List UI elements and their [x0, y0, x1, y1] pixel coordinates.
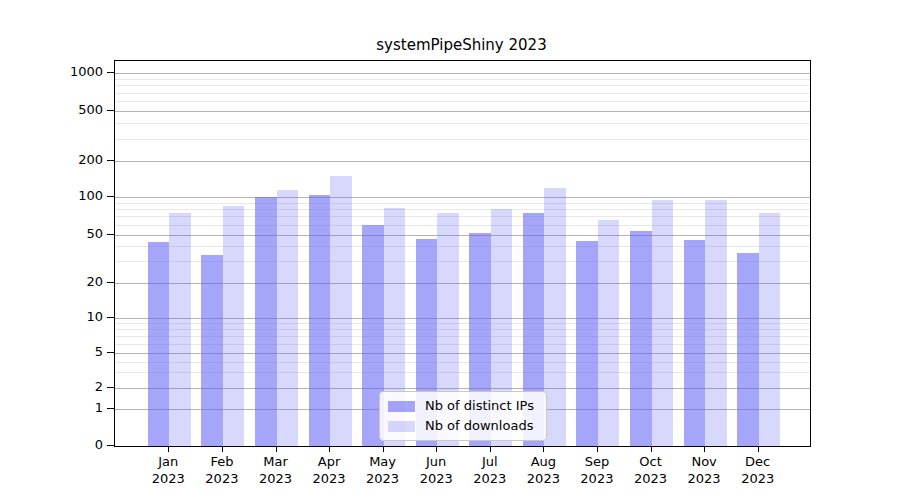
bar-distinct-ips-jan	[148, 242, 170, 446]
x-tick-mark-aug	[543, 446, 544, 452]
x-tick-label-jan: Jan 2023	[138, 453, 198, 487]
bar-distinct-ips-mar	[255, 197, 277, 446]
y-tick-mark-50	[107, 234, 114, 235]
bar-distinct-ips-nov	[684, 240, 706, 446]
x-tick-label-aug: Aug 2023	[513, 453, 573, 487]
y-tick-mark-200	[107, 160, 114, 161]
y-tick-label-200: 200	[33, 152, 103, 168]
x-tick-mark-jan	[168, 446, 169, 452]
y-tick-mark-500	[107, 110, 114, 111]
legend-item-distinct-ips: Nb of distinct IPs	[388, 398, 534, 414]
x-tick-label-sep: Sep 2023	[567, 453, 627, 487]
y-tick-label-100: 100	[33, 188, 103, 204]
y-tick-label-500: 500	[33, 102, 103, 118]
x-tick-mark-mar	[276, 446, 277, 452]
bar-downloads-apr	[330, 176, 352, 446]
y-tick-label-50: 50	[33, 226, 103, 242]
y-tick-label-10: 10	[33, 309, 103, 325]
bar-downloads-feb	[223, 206, 245, 446]
gridline-minor-700	[115, 93, 810, 94]
x-tick-mark-dec	[758, 446, 759, 452]
legend-label: Nb of distinct IPs	[425, 398, 534, 414]
bar-downloads-aug	[544, 188, 566, 447]
x-tick-label-nov: Nov 2023	[674, 453, 734, 487]
bar-downloads-jan	[169, 213, 191, 446]
bar-downloads-dec	[759, 213, 781, 446]
x-tick-label-mar: Mar 2023	[246, 453, 306, 487]
legend: Nb of distinct IPs Nb of downloads	[379, 391, 547, 441]
x-tick-label-may: May 2023	[353, 453, 413, 487]
y-tick-mark-1000	[107, 72, 114, 73]
y-tick-mark-100	[107, 196, 114, 197]
y-tick-mark-10	[107, 317, 114, 318]
legend-label: Nb of downloads	[425, 418, 533, 434]
x-tick-label-oct: Oct 2023	[621, 453, 681, 487]
y-tick-label-1000: 1000	[33, 64, 103, 80]
legend-swatch-icon	[388, 421, 415, 432]
gridline-major-100	[115, 197, 810, 198]
y-tick-label-5: 5	[33, 344, 103, 360]
y-tick-mark-0	[107, 445, 114, 446]
bar-distinct-ips-oct	[630, 231, 652, 446]
gridline-major-1000	[115, 73, 810, 74]
bar-downloads-mar	[277, 190, 299, 446]
x-tick-label-feb: Feb 2023	[192, 453, 252, 487]
x-tick-mark-jun	[436, 446, 437, 452]
legend-swatch-icon	[388, 401, 415, 412]
bar-distinct-ips-apr	[309, 195, 331, 447]
bar-distinct-ips-sep	[576, 241, 598, 446]
chart-figure: systemPipeShiny 2023 Nb of distinct IPsN…	[0, 0, 900, 500]
bar-distinct-ips-dec	[737, 253, 759, 446]
x-tick-mark-may	[383, 446, 384, 452]
gridline-minor-800	[115, 85, 810, 86]
gridline-minor-300	[115, 139, 810, 140]
y-tick-mark-5	[107, 352, 114, 353]
y-tick-mark-2	[107, 387, 114, 388]
y-tick-label-20: 20	[33, 274, 103, 290]
bar-downloads-sep	[598, 220, 620, 446]
x-tick-mark-nov	[704, 446, 705, 452]
y-tick-label-2: 2	[33, 379, 103, 395]
x-tick-mark-jul	[490, 446, 491, 452]
x-tick-mark-sep	[597, 446, 598, 452]
x-tick-mark-oct	[651, 446, 652, 452]
bar-downloads-nov	[705, 200, 727, 446]
gridline-minor-400	[115, 123, 810, 124]
gridline-minor-600	[115, 101, 810, 102]
y-tick-label-1: 1	[33, 400, 103, 416]
plot-area: Nb of distinct IPs Nb of downloads	[114, 60, 811, 447]
x-tick-label-jun: Jun 2023	[406, 453, 466, 487]
x-tick-mark-feb	[222, 446, 223, 452]
x-tick-label-dec: Dec 2023	[728, 453, 788, 487]
y-tick-mark-20	[107, 282, 114, 283]
y-tick-label-0: 0	[33, 437, 103, 453]
y-tick-mark-1	[107, 408, 114, 409]
x-tick-label-apr: Apr 2023	[299, 453, 359, 487]
bar-distinct-ips-feb	[201, 255, 223, 446]
chart-title: systemPipeShiny 2023	[114, 36, 809, 54]
x-tick-mark-apr	[329, 446, 330, 452]
gridline-major-500	[115, 111, 810, 112]
gridline-major-200	[115, 161, 810, 162]
bar-downloads-oct	[652, 200, 674, 446]
gridline-minor-900	[115, 79, 810, 80]
x-tick-label-jul: Jul 2023	[460, 453, 520, 487]
legend-item-downloads: Nb of downloads	[388, 418, 534, 434]
